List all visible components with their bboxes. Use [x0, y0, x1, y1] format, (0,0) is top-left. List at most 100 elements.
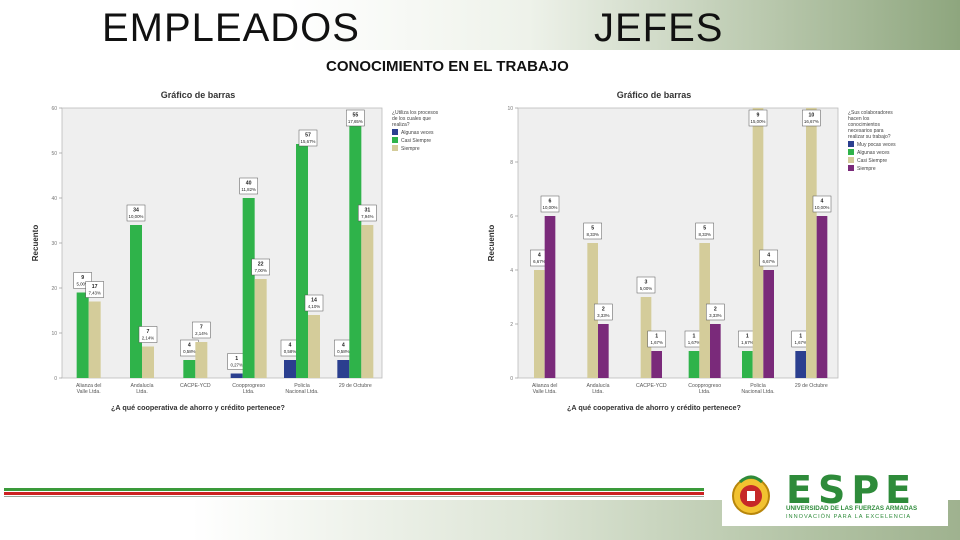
data-label: 7,94% [361, 214, 374, 219]
bar [763, 270, 774, 378]
data-label-box [802, 109, 821, 127]
legend-swatch [392, 129, 398, 135]
x-tick-label: Policía [750, 383, 766, 389]
legend-label: Muy pocas veces [857, 142, 896, 148]
bar [640, 297, 652, 378]
chart-jefes-svg: Gráfico de barras 0 2 4 6 8 10 Recuento Alianza … [484, 86, 924, 426]
logo-motto: INNOVACIÓN PARA LA EXCELENCIA [786, 514, 912, 520]
bar [76, 292, 89, 378]
data-label: 15,00% [751, 119, 766, 124]
heading-empleados: EMPLEADOS [102, 6, 360, 50]
legend-label: Casi Siempre [401, 138, 431, 144]
data-label: 8,33% [586, 232, 599, 237]
footer-stripe-green [4, 488, 704, 491]
legend-title: realizar su trabajo? [848, 134, 891, 140]
data-label: 1,67% [794, 340, 807, 345]
chart-title: Gráfico de barras [617, 90, 692, 100]
legend-swatch [392, 137, 398, 143]
x-axis-label: ¿A qué cooperativa de ahorro y crédito p… [111, 403, 285, 412]
data-label: 6,67% [762, 259, 775, 264]
bar [88, 301, 101, 378]
data-label: 15,67% [301, 139, 316, 144]
bar [254, 279, 267, 378]
data-label: 55 [352, 113, 358, 119]
data-label: 5,00% [640, 286, 653, 291]
legend-title: conocimientos [848, 122, 880, 128]
data-label-box [251, 258, 270, 276]
chart-title: Gráfico de barras [161, 90, 236, 100]
data-label: 2,14% [142, 336, 155, 341]
y-tick-label: 0 [510, 376, 513, 382]
data-label: 4 [289, 343, 292, 349]
bar [349, 121, 362, 378]
data-label: 31 [364, 208, 370, 214]
bar [598, 324, 609, 378]
x-tick-label: Valle Ltda. [77, 389, 101, 395]
x-tick-label: Valle Ltda. [533, 389, 557, 395]
data-label: 1 [693, 334, 696, 340]
data-label-box [346, 109, 365, 127]
bar [742, 351, 753, 378]
data-label-box [706, 303, 725, 321]
data-label: 0,58% [337, 349, 350, 354]
data-label: 10 [808, 113, 814, 119]
bar [284, 360, 296, 378]
y-axis-label: Recuento [487, 225, 496, 262]
x-tick-label: Alianza del [532, 383, 557, 389]
data-label-box [239, 177, 258, 195]
x-tick-label: CACPE-YCD [180, 383, 211, 389]
bar [337, 360, 350, 378]
data-label: 6,67% [533, 259, 546, 264]
x-tick-label: CACPE-YCD [636, 383, 667, 389]
y-tick-label: 20 [51, 286, 57, 292]
data-label-box [540, 195, 560, 213]
data-label-box [695, 222, 714, 240]
data-label: 11,82% [241, 187, 256, 192]
data-label: 4 [342, 343, 345, 349]
data-label: 9 [757, 113, 760, 119]
data-label-box [748, 109, 768, 127]
data-label: 3 [645, 280, 648, 286]
data-label: 57 [305, 133, 311, 139]
data-label: 34 [133, 208, 139, 214]
bar [795, 351, 806, 378]
bar [752, 108, 764, 378]
chart-empleados-svg: Gráfico de barras 0 10 20 30 40 50 60 Recuento Al… [28, 86, 468, 426]
legend-title: de los cuales que [392, 116, 431, 122]
data-label: 17,65% [348, 119, 363, 124]
logo-brand: ESPE [786, 468, 918, 512]
data-label: 0,58% [284, 349, 297, 354]
plot-area [517, 107, 839, 379]
y-tick-label: 6 [510, 214, 513, 220]
logo-university: UNIVERSIDAD DE LAS FUERZAS ARMADAS [786, 505, 918, 512]
data-label: 5 [703, 226, 706, 232]
bar [544, 216, 556, 378]
data-label: 4,10% [308, 304, 321, 309]
data-label: 1 [235, 356, 238, 362]
header-band [0, 0, 960, 50]
legend-title: realiza? [392, 122, 410, 128]
data-label-box [126, 204, 146, 222]
data-label-box [583, 222, 602, 240]
bar [242, 198, 255, 378]
x-tick-label: Nacional Ltda. [285, 389, 318, 395]
y-tick-label: 4 [510, 268, 513, 274]
data-label: 2,14% [195, 331, 208, 336]
legend-label: Siempre [857, 166, 876, 172]
legend-label: Algunas veces [857, 150, 890, 156]
x-tick-label: Ltda. [136, 389, 148, 395]
data-label: 4 [188, 343, 191, 349]
legend-swatch [848, 165, 854, 171]
data-label: 10,00% [543, 205, 558, 210]
bar [296, 144, 308, 378]
bar [361, 225, 374, 378]
x-tick-label: Coopprogreso [688, 383, 721, 389]
data-label: 40 [246, 181, 252, 187]
data-label: 10,00% [129, 214, 144, 219]
x-tick-label: Ltda. [592, 389, 604, 395]
legend-label: Casi Siempre [857, 158, 887, 164]
bar [816, 216, 828, 378]
x-tick-label: 29 de Octubre [339, 383, 372, 389]
data-label: 7 [200, 325, 203, 331]
data-label: 1 [799, 334, 802, 340]
